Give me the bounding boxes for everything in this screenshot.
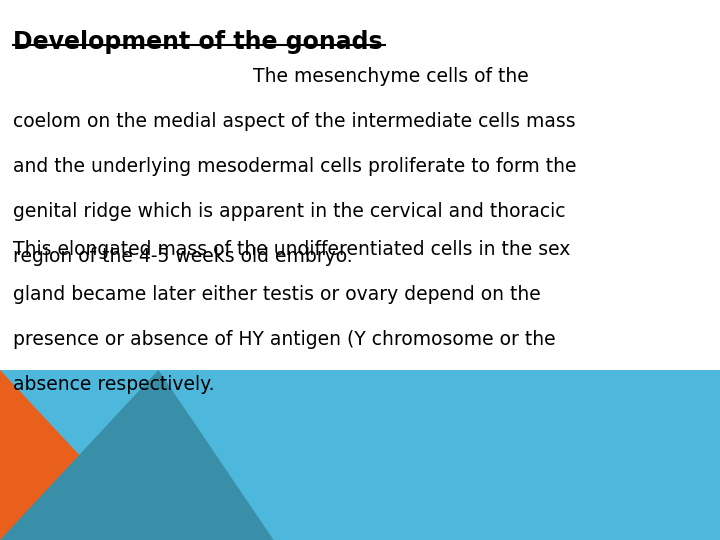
Text: The mesenchyme cells of the: The mesenchyme cells of the [13, 68, 528, 86]
Text: presence or absence of HY antigen (Y chromosome or the: presence or absence of HY antigen (Y chr… [13, 330, 556, 349]
Text: region of the 4-5 weeks old embryo.: region of the 4-5 weeks old embryo. [13, 247, 353, 266]
Text: This elongated mass of the undifferentiated cells in the sex: This elongated mass of the undifferentia… [13, 240, 570, 259]
Text: absence respectively.: absence respectively. [13, 375, 215, 394]
Bar [0, 370, 720, 540]
Text: genital ridge which is apparent in the cervical and thoracic: genital ridge which is apparent in the c… [13, 202, 565, 221]
Text: coelom on the medial aspect of the intermediate cells mass: coelom on the medial aspect of the inter… [13, 112, 575, 131]
Polygon shape [0, 370, 274, 540]
Text: and the underlying mesodermal cells proliferate to form the: and the underlying mesodermal cells prol… [13, 157, 577, 176]
Polygon shape [0, 370, 158, 540]
Text: gland became later either testis or ovary depend on the: gland became later either testis or ovar… [13, 285, 541, 304]
Text: Development of the gonads: Development of the gonads [13, 30, 382, 53]
